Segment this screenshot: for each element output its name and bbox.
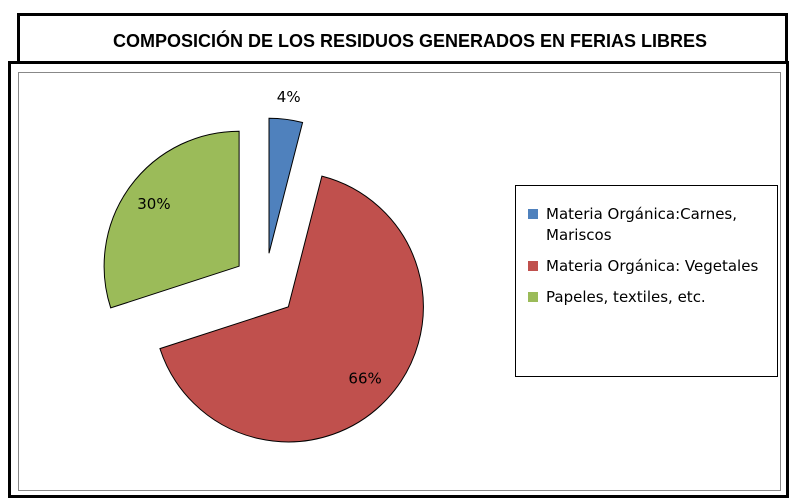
legend-swatch	[528, 261, 538, 271]
data-label: 66%	[348, 369, 381, 387]
legend-swatch	[528, 209, 538, 219]
legend-label: Materia Orgánica: Vegetales	[546, 257, 759, 275]
legend-swatch	[528, 292, 538, 302]
pie-slice	[159, 175, 424, 443]
legend-entry: Materia Orgánica:Carnes, Mariscos	[528, 204, 769, 246]
pie-slice	[268, 117, 304, 254]
legend: Materia Orgánica:Carnes, Mariscos Materia…	[515, 185, 778, 377]
data-label: 30%	[137, 195, 170, 213]
data-label: 4%	[277, 88, 301, 106]
legend-entry: Materia Orgánica: Vegetales	[528, 256, 769, 277]
chart-title: COMPOSICIÓN DE LOS RESIDUOS GENERADOS EN…	[113, 30, 707, 51]
title-box	[17, 13, 788, 64]
pie-slice	[103, 130, 240, 309]
pie: 4% 66% 30%	[103, 88, 424, 443]
plot-area	[18, 72, 781, 491]
legend-label: Materia Orgánica:Carnes, Mariscos	[546, 205, 738, 244]
legend-entry: Papeles, textiles, etc.	[528, 287, 769, 308]
legend-label: Papeles, textiles, etc.	[546, 288, 706, 306]
